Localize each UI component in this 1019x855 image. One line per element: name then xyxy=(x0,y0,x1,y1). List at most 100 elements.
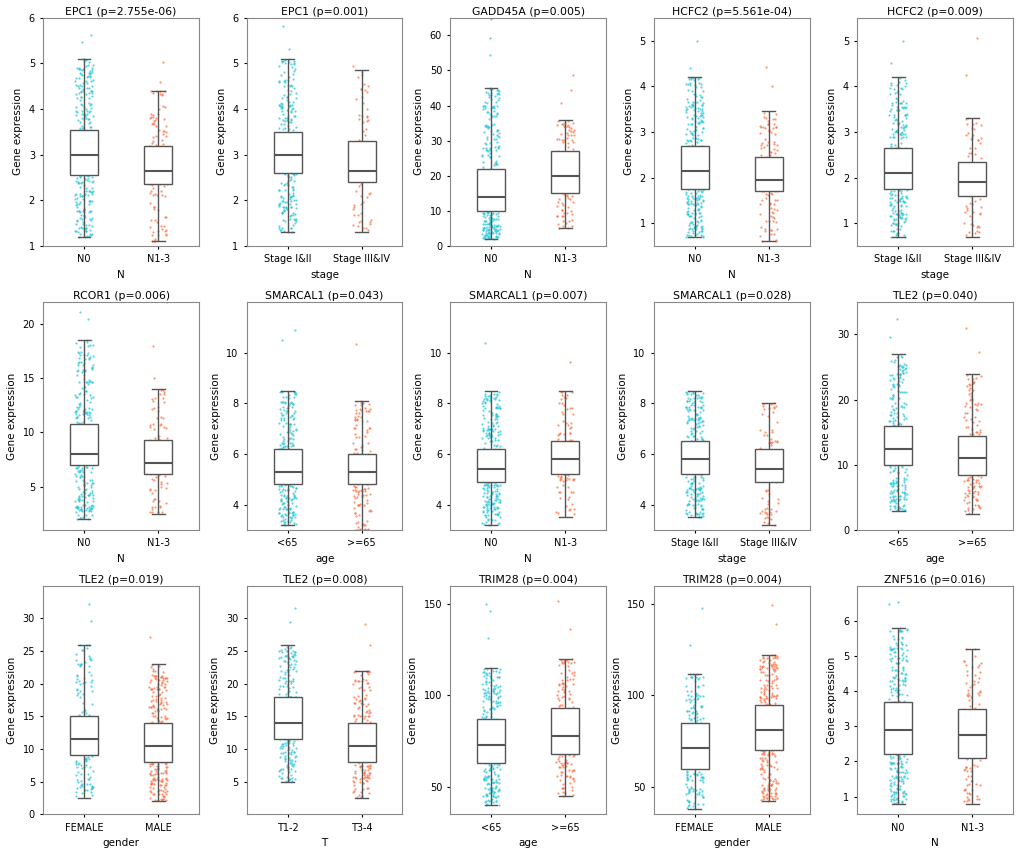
Point xyxy=(680,177,696,191)
Point xyxy=(759,173,775,186)
Point xyxy=(565,788,581,802)
Point xyxy=(67,451,84,464)
Point xyxy=(477,198,493,211)
Point xyxy=(353,759,369,773)
Point xyxy=(893,446,909,460)
Point xyxy=(752,762,768,775)
Point xyxy=(890,737,906,751)
Point xyxy=(278,113,294,127)
Point xyxy=(556,120,573,133)
Point xyxy=(554,781,571,794)
Point xyxy=(753,184,769,198)
Point xyxy=(751,119,767,133)
Point xyxy=(487,109,503,123)
Point xyxy=(73,137,90,150)
Point xyxy=(689,481,705,494)
Point xyxy=(280,141,297,155)
Point xyxy=(759,123,775,137)
Point xyxy=(361,474,377,487)
Point xyxy=(753,665,769,679)
Point xyxy=(84,402,100,416)
Point xyxy=(884,699,901,712)
Point xyxy=(888,479,904,492)
Point xyxy=(282,129,299,143)
Point xyxy=(273,471,289,485)
Point xyxy=(70,125,87,139)
Point xyxy=(346,505,363,519)
Point xyxy=(360,473,376,486)
Point xyxy=(688,214,704,227)
Point xyxy=(286,207,303,221)
Point xyxy=(71,659,88,673)
Point xyxy=(896,667,912,681)
Point xyxy=(752,120,768,133)
Point xyxy=(683,175,699,189)
Point xyxy=(277,128,293,142)
Point xyxy=(483,793,499,806)
Point xyxy=(680,179,696,192)
Point xyxy=(889,698,905,711)
Point xyxy=(278,133,294,146)
Point xyxy=(549,428,566,442)
Point xyxy=(760,451,776,464)
Point xyxy=(756,680,772,693)
Point xyxy=(150,228,166,242)
Point xyxy=(897,492,913,506)
Point xyxy=(894,744,910,758)
Point xyxy=(692,161,708,174)
Point xyxy=(285,152,302,166)
Point xyxy=(695,121,711,135)
Point xyxy=(897,722,913,735)
Point xyxy=(275,132,291,145)
Point xyxy=(490,772,506,786)
Point xyxy=(282,510,299,524)
Point xyxy=(965,718,981,732)
Point xyxy=(489,203,505,216)
Point xyxy=(889,158,905,172)
Point xyxy=(344,677,361,691)
Point xyxy=(145,188,161,202)
Point xyxy=(477,728,493,742)
Point xyxy=(558,714,575,728)
Point xyxy=(958,172,974,186)
Point xyxy=(156,701,172,715)
Point xyxy=(955,445,971,458)
Point xyxy=(679,208,695,221)
Point xyxy=(284,650,301,663)
Point xyxy=(355,740,371,753)
Point xyxy=(884,727,901,740)
Point xyxy=(154,793,170,807)
Point xyxy=(276,132,292,145)
Point xyxy=(281,721,298,734)
Point xyxy=(487,188,503,202)
Point xyxy=(351,133,367,146)
Point xyxy=(351,700,367,714)
Point xyxy=(482,455,498,469)
Point xyxy=(479,97,495,110)
Point xyxy=(481,469,497,483)
Point xyxy=(68,157,85,171)
Point xyxy=(968,746,984,759)
Point xyxy=(766,112,783,126)
Point xyxy=(887,146,903,160)
Point xyxy=(755,765,771,779)
Point xyxy=(275,200,291,214)
Point xyxy=(476,665,492,679)
Point xyxy=(475,482,491,496)
Point xyxy=(354,162,370,176)
Point xyxy=(84,204,100,218)
Point xyxy=(679,192,695,205)
Point xyxy=(679,488,695,502)
Point xyxy=(158,734,174,747)
Point xyxy=(83,186,99,199)
Point xyxy=(559,713,576,727)
Point xyxy=(957,180,973,193)
Point xyxy=(279,129,296,143)
Point xyxy=(153,184,169,198)
Point xyxy=(683,780,699,793)
Point xyxy=(880,693,897,706)
Point xyxy=(272,150,288,164)
Point xyxy=(765,449,782,463)
Point xyxy=(68,429,85,443)
Point xyxy=(282,157,299,171)
